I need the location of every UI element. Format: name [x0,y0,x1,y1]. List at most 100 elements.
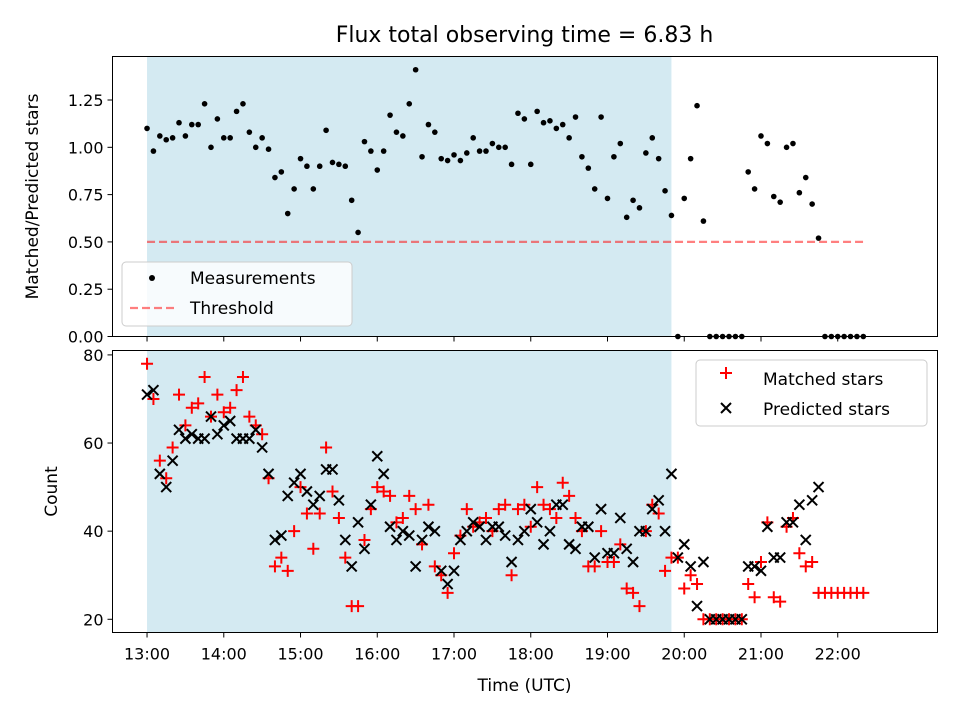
predicted-star-marker [301,485,313,498]
predicted-star-marker [250,424,262,436]
legend-measurement-marker [149,275,155,281]
matched-star-marker [524,520,537,533]
measurement-point [278,169,285,175]
measurement-point [553,125,560,132]
measurement-point [246,129,253,135]
predicted-star-marker [326,463,339,476]
predicted-star-marker [390,534,403,546]
matched-star-marker [198,370,211,383]
x-tick-label: 21:00 [738,645,784,664]
top-panel: 0.00 0.25 0.50 0.75 1.00 1.25 Matched/Predict… [23,56,938,347]
x-tick-label: 15:00 [277,645,323,664]
y-tick-label: 40 [83,522,103,541]
bottom-axes-frame [112,350,938,633]
predicted-star-marker [480,534,492,546]
matched-star-marker [633,600,646,613]
matched-star-marker [479,511,492,524]
measurement-point [681,195,688,202]
predicted-star-marker [275,529,288,542]
predicted-star-marker [358,543,371,555]
predicted-star-marker [518,525,531,537]
predicted-star-marker [441,578,454,590]
predicted-star-marker [141,388,153,401]
matched-star-marker [377,485,390,498]
measurement-point [387,112,393,118]
measurement-point [777,199,783,205]
x-axis-label: Time (UTC) [477,676,572,696]
matched-star-marker [185,401,198,414]
matched-star-marker [320,441,333,454]
measurement-point [342,163,349,170]
predicted-star-marker [569,543,582,555]
measurement-point [323,127,329,134]
predicted-star-marker [467,516,479,529]
measurement-point [400,133,406,139]
predicted-star-marker [384,521,396,533]
measurement-point [668,212,675,219]
matched-star-marker [569,511,582,524]
matched-star-marker [531,481,544,494]
predicted-star-marker [416,534,428,546]
measurement-point [483,148,489,154]
matched-star-marker [748,591,761,604]
matched-star-marker [652,507,665,520]
matched-star-marker [153,454,166,467]
measurement-point [412,66,419,73]
measurement-point [336,161,342,168]
predicted-star-marker [397,525,409,537]
measurement-point [240,100,246,107]
predicted-star-marker [339,534,351,546]
matched-star-marker [422,498,435,511]
measurement-point [214,116,221,122]
matched-star-marker [275,551,288,564]
predicted-star-marker [205,410,217,423]
matched-star-marker [307,542,320,555]
matched-star-marker [217,406,230,419]
measurement-point [630,197,636,204]
predicted-star-marker [365,499,377,511]
y-tick-label: 0.00 [68,328,104,347]
matched-star-marker [294,481,307,494]
matched-star-marker [288,525,301,538]
x-tick-label: 17:00 [431,645,477,664]
predicted-star-marker [461,525,473,537]
measurement-point [790,140,796,147]
measurement-points [144,66,867,340]
top-y-ticks: 0.00 0.25 0.50 0.75 1.00 1.25 [68,91,113,347]
measurement-point [451,152,457,158]
matched-star-marker [396,511,409,524]
matched-star-marker [384,489,397,502]
measurement-point [579,153,585,160]
x-tick-label: 22:00 [815,645,861,664]
bottom-y-axis-label: Count [42,466,62,517]
measurement-point [527,161,534,168]
matched-star-marker [371,481,384,494]
measurement-point [201,100,208,107]
predicted-star-marker [211,428,224,440]
y-tick-label: 0.50 [68,233,104,252]
matched-star-marker [409,503,422,516]
predicted-star-marker [493,521,505,533]
measurement-point [182,133,189,139]
matched-star-marker [230,384,243,397]
predicted-star-marker [672,551,684,564]
measurement-point [662,188,668,194]
measurement-point [438,155,445,162]
measurement-point [169,135,176,141]
predicted-star-marker [294,468,307,480]
measurement-point [636,205,643,211]
measurement-point [796,189,803,196]
measurement-point [233,108,240,115]
matched-star-marker [556,476,569,489]
predicted-star-marker [179,432,192,445]
measurement-point [348,197,355,204]
matched-star-marker [441,586,454,599]
matched-star-marker [339,551,352,564]
measurement-point [144,125,150,132]
predicted-star-marker [761,521,774,533]
matched-star-marker [799,560,812,573]
predicted-star-marker [314,490,326,502]
matched-star-marker [448,547,461,560]
predicted-star-marker [787,516,799,529]
top-legend-box [121,261,353,327]
